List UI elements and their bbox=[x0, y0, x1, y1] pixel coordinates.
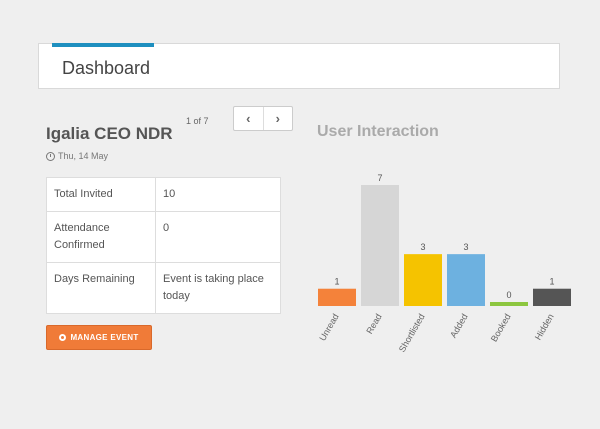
header-accent-bar bbox=[52, 43, 154, 47]
data-label: 1 bbox=[334, 277, 339, 287]
bar-read bbox=[361, 185, 399, 306]
stat-label: Attendance Confirmed bbox=[46, 211, 156, 263]
stat-label: Days Remaining bbox=[46, 262, 156, 314]
pager-counter: 1 of 7 bbox=[186, 116, 209, 126]
category-label: Unread bbox=[317, 312, 340, 343]
event-date: Thu, 14 May bbox=[46, 151, 108, 161]
manage-event-button[interactable]: MANAGE EVENT bbox=[46, 325, 152, 350]
category-label: Added bbox=[448, 312, 470, 340]
category-label: Read bbox=[364, 312, 383, 336]
category-label: Hidden bbox=[533, 312, 556, 342]
bar-shortlisted bbox=[404, 254, 442, 306]
data-label: 3 bbox=[463, 242, 468, 252]
user-interaction-chart: 1 Unread 7 Read 3 Shortlisted 3 Added 0 Booked 1 Hi… bbox=[317, 173, 571, 354]
bar-hidden bbox=[533, 288, 571, 306]
event-date-text: Thu, 14 May bbox=[58, 151, 109, 161]
stat-label: Total Invited bbox=[46, 177, 156, 212]
stat-value: Event is taking place today bbox=[155, 262, 281, 314]
category-label: Booked bbox=[489, 312, 513, 343]
next-event-button[interactable]: › bbox=[262, 107, 293, 130]
page-title: Dashboard bbox=[62, 58, 151, 78]
category-label: Shortlisted bbox=[397, 312, 427, 354]
chart-title: User Interaction bbox=[317, 123, 439, 140]
data-label: 1 bbox=[549, 277, 554, 287]
clock-icon bbox=[46, 151, 55, 161]
table-row: Days Remaining Event is taking place tod… bbox=[46, 262, 281, 314]
bar-added bbox=[447, 254, 485, 306]
manage-event-label: MANAGE EVENT bbox=[70, 333, 139, 342]
table-row: Total Invited 10 bbox=[46, 177, 281, 212]
previous-event-button[interactable]: ‹ bbox=[246, 111, 251, 126]
data-label: 7 bbox=[377, 173, 382, 183]
bar-unread bbox=[318, 288, 356, 306]
data-label: 3 bbox=[420, 242, 425, 252]
table-row: Attendance Confirmed 0 bbox=[46, 211, 281, 263]
stat-value: 0 bbox=[155, 211, 281, 263]
data-label: 0 bbox=[506, 290, 511, 300]
event-pager: ‹ › bbox=[233, 106, 293, 131]
event-stats-table: Total Invited 10 Attendance Confirmed 0 … bbox=[46, 177, 281, 314]
event-name: Igalia CEO NDR bbox=[46, 124, 173, 143]
dashboard-header-panel bbox=[38, 43, 560, 89]
stat-value: 10 bbox=[155, 177, 281, 212]
bar-booked bbox=[490, 302, 528, 306]
gear-icon bbox=[59, 334, 67, 341]
